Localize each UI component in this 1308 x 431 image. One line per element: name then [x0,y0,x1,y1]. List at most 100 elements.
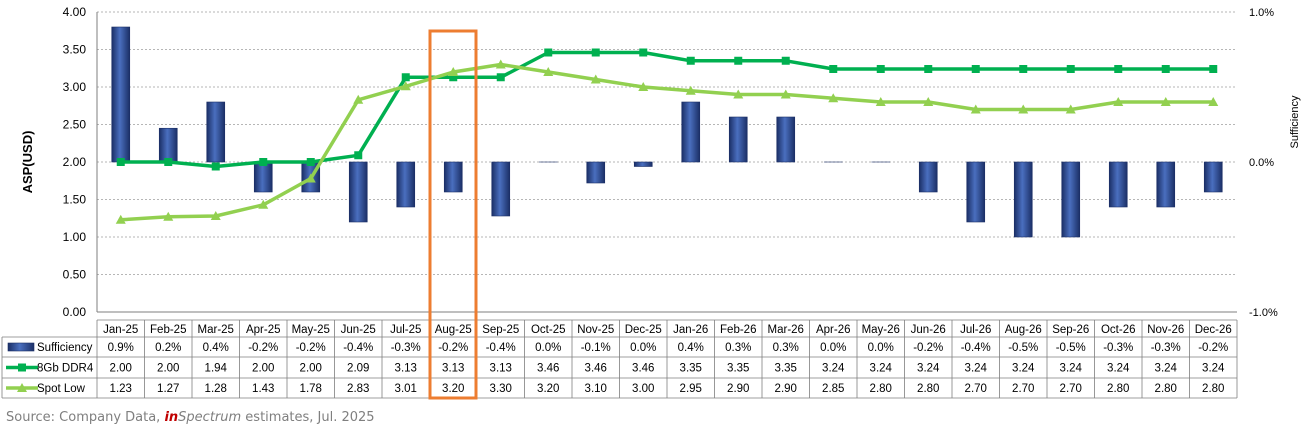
bar-sufficiency [158,127,178,163]
point-spot-low [780,89,791,99]
table-cell: -0.3% [1103,342,1133,354]
sufficiency-bars [111,26,1223,238]
point-spot-low [638,82,649,91]
table-cell: 2.80 [1107,383,1129,395]
category-label: Mar-25 [198,324,234,336]
table-cell: 2.95 [680,383,702,395]
table-cell: 2.00 [110,363,132,375]
point-spot-low [590,74,601,84]
table-cell: 3.24 [822,363,845,375]
point-ddr4 [639,48,648,57]
bar-sufficiency [776,116,796,163]
point-ddr4 [1114,65,1123,73]
bar-sufficiency [918,161,938,193]
table-cell: 3.24 [965,363,988,375]
point-ddr4 [876,65,885,73]
table-cell: -0.2% [1198,342,1228,354]
point-ddr4 [781,56,790,65]
series-lines [115,48,1219,224]
legend-label: 8Gb DDR4 [37,363,94,375]
point-ddr4 [306,158,315,166]
table-cell: 2.90 [727,383,749,395]
table-cell: 2.83 [347,383,369,395]
bar-sufficiency [253,161,273,193]
chart: 0.00 0.50 1.00 1.50 2.00 2.50 3.00 3.50 4.00 ASP(… [1,5,1301,400]
point-ddr4 [449,73,458,82]
table-cell: 0.3% [725,342,751,354]
y-tick-label: 1.00 [63,230,87,244]
table-cell: 0.4% [203,342,229,354]
point-ddr4 [971,65,980,73]
table-cell: 3.24 [1060,363,1083,375]
table-cell: 3.46 [632,363,654,375]
bar-sufficiency [111,26,131,163]
point-ddr4 [1019,65,1028,73]
table-cell: 1.78 [300,383,322,395]
table-cell: 2.80 [917,383,939,395]
source-brand-in: in [164,410,179,425]
point-ddr4 [829,65,838,73]
table-cell: 3.13 [442,363,464,375]
legend-key-marker [17,383,27,392]
table-cell: -0.2% [296,342,326,354]
table-cell: 2.09 [347,363,369,375]
point-ddr4 [401,73,410,82]
bar-sufficiency [348,161,368,223]
category-label: Apr-26 [816,324,851,336]
y-tick-label: 0.00 [63,305,87,319]
table-cell: -0.4% [961,342,991,354]
table-cell: 2.90 [775,383,797,395]
table-cell: 2.70 [1012,383,1034,395]
legend-key-sufficiency [7,342,35,352]
table-cell: 3.46 [537,363,559,375]
point-spot-low [923,97,934,106]
bar-sufficiency [633,161,653,167]
point-spot-low [543,67,554,76]
table-cell: -0.4% [343,342,373,354]
y-axis-label: ASP(USD) [20,131,35,194]
point-spot-low [1065,104,1076,114]
point-spot-low [400,81,411,91]
table-cell: 2.80 [870,383,892,395]
table-cell: 1.23 [110,383,132,395]
bar-sufficiency [681,101,701,163]
legend-label: Spot Low [37,383,86,395]
source-suffix: estimates, Jul. 2025 [241,410,375,425]
category-label: Sep-25 [482,324,519,336]
category-label: Apr-25 [246,324,281,336]
point-spot-low [495,59,506,69]
bar-sufficiency [206,101,226,163]
table-cell: 0.4% [678,342,704,354]
point-spot-low [1160,97,1171,106]
table-cell: 2.70 [1060,383,1082,395]
y-tick-label: 3.50 [63,43,87,57]
table-cell: 0.9% [108,342,134,354]
table-cell: 1.27 [157,383,179,395]
point-ddr4 [211,162,220,171]
category-label: Mar-26 [768,324,804,336]
category-label: Dec-26 [1195,324,1232,336]
table-cell: -0.1% [581,342,611,354]
y2-tick-label: 1.0% [1249,7,1274,19]
bar-sufficiency [443,161,463,193]
category-label: Oct-25 [531,324,566,336]
bar-sufficiency [1061,161,1081,238]
point-ddr4 [354,151,363,160]
table-cell: 3.01 [395,383,417,395]
table-cell: 3.24 [1107,363,1130,375]
point-spot-low [305,173,316,183]
y-tick-label: 0.50 [63,268,87,282]
table-cell: 3.13 [395,363,417,375]
table-cell: 2.85 [822,383,844,395]
y-tick-label: 4.00 [63,5,87,19]
category-label: Dec-25 [625,324,662,336]
source-prefix: Source: Company Data, [6,410,165,425]
point-spot-low [970,104,981,114]
category-label: Jun-26 [911,324,946,336]
table-cell: 3.00 [632,383,654,395]
table-cell: 3.35 [680,363,702,375]
table-cell: 3.24 [1202,363,1225,375]
table-cell: -0.3% [391,342,421,354]
point-spot-low [733,89,744,99]
bar-sufficiency [1108,161,1128,208]
